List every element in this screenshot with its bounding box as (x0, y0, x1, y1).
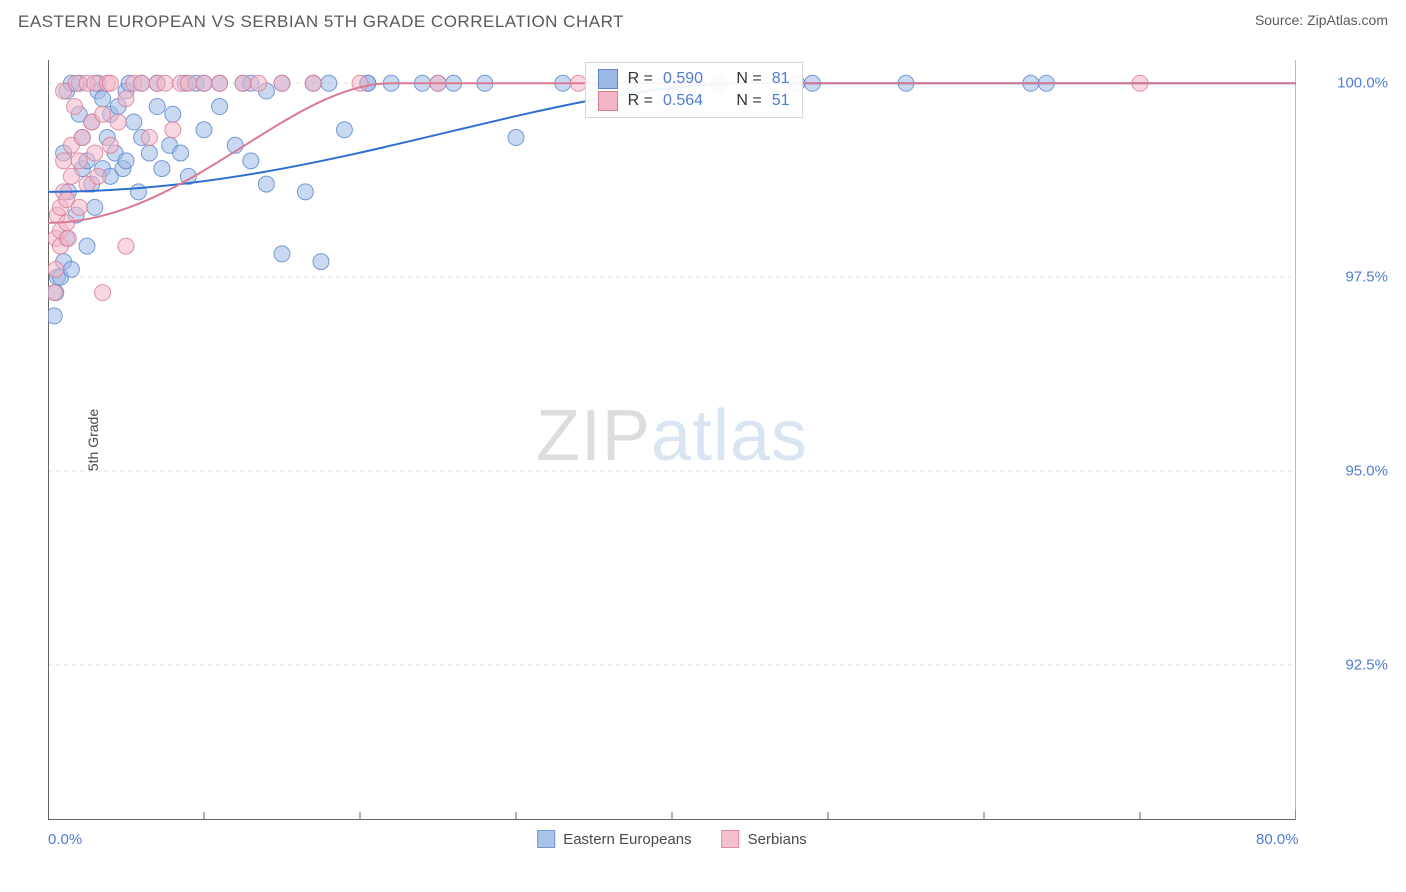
scatter-point (102, 75, 118, 91)
scatter-point (79, 238, 95, 254)
scatter-point (180, 75, 196, 91)
scatter-point (134, 75, 150, 91)
scatter-point (313, 254, 329, 270)
scatter-point (297, 184, 313, 200)
scatter-point (74, 130, 90, 146)
scatter-point (258, 176, 274, 192)
scatter-point (87, 199, 103, 215)
scatter-point (305, 75, 321, 91)
scatter-plot (48, 60, 1296, 820)
stats-n-value: 51 (772, 92, 790, 110)
scatter-point (130, 184, 146, 200)
legend-item-eastern_europeans: Eastern Europeans (537, 830, 691, 848)
source-label: Source: (1255, 12, 1307, 28)
legend-label: Eastern Europeans (563, 831, 691, 848)
legend-item-serbians: Serbians (722, 830, 807, 848)
scatter-point (56, 153, 72, 169)
y-tick-label: 97.5% (1345, 269, 1388, 286)
scatter-point (48, 285, 62, 301)
scatter-point (141, 130, 157, 146)
stats-row-eastern_europeans: R = 0.590 N = 81 (598, 69, 790, 89)
y-tick-label: 100.0% (1337, 75, 1388, 92)
scatter-point (508, 130, 524, 146)
scatter-point (95, 285, 111, 301)
scatter-point (243, 153, 259, 169)
stats-r-value: 0.590 (663, 70, 703, 88)
bottom-legend: Eastern Europeans Serbians (537, 830, 807, 848)
scatter-point (165, 106, 181, 122)
y-tick-label: 95.0% (1345, 463, 1388, 480)
scatter-point (196, 75, 212, 91)
legend-label: Serbians (748, 831, 807, 848)
chart-title: EASTERN EUROPEAN VS SERBIAN 5TH GRADE CO… (18, 12, 624, 32)
x-tick-label: 80.0% (1256, 831, 1299, 848)
scatter-point (118, 238, 134, 254)
y-tick-label: 92.5% (1345, 656, 1388, 673)
stats-box: R = 0.590 N = 81R = 0.564 N = 51 (585, 62, 803, 118)
scatter-point (173, 145, 189, 161)
scatter-point (63, 261, 79, 277)
source-link[interactable]: ZipAtlas.com (1307, 12, 1388, 28)
scatter-point (274, 246, 290, 262)
scatter-point (63, 168, 79, 184)
scatter-point (118, 153, 134, 169)
chart-container: 5th Grade ZIPatlas 92.5%95.0%97.5%100.0%… (48, 60, 1296, 820)
series-eastern_europeans (48, 75, 1054, 324)
x-tick-label: 0.0% (48, 831, 82, 848)
scatter-point (274, 75, 290, 91)
stats-n-value: 81 (772, 70, 790, 88)
scatter-point (95, 106, 111, 122)
scatter-point (71, 199, 87, 215)
scatter-point (212, 75, 228, 91)
stats-r-label: R = (628, 92, 653, 110)
stats-r-value: 0.564 (663, 92, 703, 110)
y-axis-label: 5th Grade (85, 409, 101, 471)
scatter-point (67, 99, 83, 115)
legend-swatch (537, 830, 555, 848)
stats-n-label: N = (736, 70, 761, 88)
scatter-point (118, 91, 134, 107)
scatter-point (126, 114, 142, 130)
scatter-point (141, 145, 157, 161)
scatter-point (87, 145, 103, 161)
stats-swatch (598, 91, 618, 111)
scatter-point (90, 168, 106, 184)
legend-swatch (722, 830, 740, 848)
stats-n-label: N = (736, 92, 761, 110)
scatter-point (235, 75, 251, 91)
scatter-point (48, 261, 64, 277)
source-attribution: Source: ZipAtlas.com (1255, 12, 1388, 28)
scatter-point (71, 153, 87, 169)
stats-row-serbians: R = 0.564 N = 51 (598, 91, 790, 111)
scatter-point (60, 230, 76, 246)
scatter-point (157, 75, 173, 91)
scatter-point (251, 75, 267, 91)
scatter-point (110, 114, 126, 130)
scatter-point (149, 99, 165, 115)
stats-swatch (598, 69, 618, 89)
scatter-point (95, 91, 111, 107)
scatter-point (154, 161, 170, 177)
scatter-point (196, 122, 212, 138)
scatter-point (212, 99, 228, 115)
scatter-point (102, 137, 118, 153)
stats-r-label: R = (628, 70, 653, 88)
scatter-point (165, 122, 181, 138)
scatter-point (48, 308, 62, 324)
scatter-point (336, 122, 352, 138)
scatter-point (321, 75, 337, 91)
